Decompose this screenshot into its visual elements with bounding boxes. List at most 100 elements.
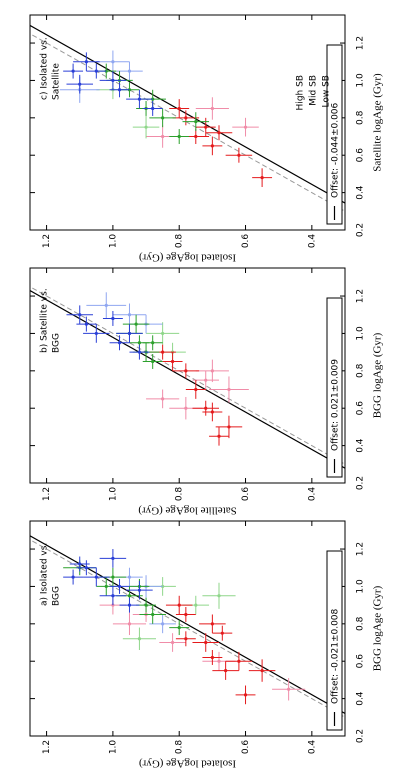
y-tick-label: 0.6 — [241, 487, 251, 502]
point — [137, 341, 142, 345]
point — [127, 313, 132, 317]
point — [204, 640, 208, 645]
point — [84, 60, 88, 64]
point — [184, 116, 188, 120]
x-tick-label: 0.8 — [356, 363, 366, 378]
point — [137, 637, 142, 641]
point — [227, 387, 231, 392]
point — [127, 603, 132, 607]
x-tick-label: 0.4 — [356, 691, 366, 706]
x-tick-label: 0.8 — [356, 110, 366, 125]
panel-annotation: a) Isolated vs. — [40, 543, 50, 606]
point — [134, 322, 138, 326]
y-tick-label: 1.0 — [108, 234, 118, 249]
y-tick-label: 0.8 — [175, 740, 185, 755]
x-tick-label: 0.6 — [356, 654, 366, 669]
point — [111, 316, 115, 321]
y-tick-label: 1.0 — [108, 740, 118, 755]
point — [94, 331, 98, 336]
point — [117, 584, 122, 589]
point — [94, 69, 98, 73]
frame — [29, 14, 346, 231]
point — [111, 603, 115, 607]
point — [151, 359, 155, 364]
y-axis-label: Satellite logAge (Gyr) — [138, 504, 237, 516]
point — [204, 406, 208, 410]
panel-annotation: b) Satellite vs. — [40, 288, 50, 353]
point — [161, 134, 165, 139]
point — [184, 637, 188, 641]
x-tick-label: 1.2 — [356, 289, 366, 303]
point — [210, 106, 214, 111]
point — [260, 668, 264, 673]
offset-line — [30, 535, 345, 715]
point — [210, 655, 214, 660]
y-tick-label: 0.4 — [307, 487, 317, 502]
point — [127, 69, 132, 73]
point — [217, 594, 221, 598]
plot-area — [30, 535, 345, 718]
x-axis-label: BGG logAge (Gyr) — [372, 585, 384, 671]
x-tick-label: 0.4 — [356, 185, 366, 200]
point — [78, 82, 82, 86]
point — [84, 322, 88, 326]
point — [161, 622, 165, 626]
point — [184, 406, 188, 410]
point — [111, 575, 115, 579]
y-tick-label: 1.2 — [42, 234, 52, 248]
point — [243, 693, 248, 697]
x-tick-label: 0.8 — [356, 616, 366, 631]
point — [78, 562, 82, 566]
panel: 0.2 0.4 0.6 0.8 1.0 1.2 0.4 0.6 0.8 1.0 1.2 BGG log… — [29, 267, 384, 516]
point — [177, 134, 181, 139]
point — [151, 106, 155, 111]
point — [71, 575, 75, 579]
point — [161, 116, 165, 120]
point — [137, 97, 142, 101]
frame — [29, 520, 346, 737]
point — [177, 603, 181, 607]
point — [210, 410, 214, 414]
offset-legend-label: Offset: -0.044±0.006 — [331, 102, 341, 198]
x-axis-label: Satellite logAge (Gyr) — [372, 73, 384, 172]
point — [111, 60, 115, 64]
point — [243, 125, 248, 129]
offset-legend-label: Offset: -0.021±0.008 — [331, 608, 341, 704]
y-tick-label: 0.6 — [241, 740, 251, 755]
plot-area — [30, 286, 345, 469]
point — [137, 350, 142, 354]
x-tick-label: 0.2 — [356, 476, 366, 490]
point — [220, 631, 224, 635]
point — [117, 88, 122, 92]
point — [78, 313, 82, 317]
point — [217, 131, 221, 135]
x-tick-label: 1.2 — [356, 36, 366, 50]
point — [137, 588, 142, 592]
point — [127, 622, 132, 626]
offset-legend-box — [326, 550, 343, 731]
legend-label: Low SB — [322, 75, 332, 107]
legend-label: Mid SB — [309, 75, 319, 106]
y-tick-label: 1.2 — [42, 740, 52, 754]
point — [161, 397, 165, 401]
point — [144, 125, 148, 129]
point — [210, 622, 214, 626]
y-tick-label: 1.0 — [108, 487, 118, 502]
point — [151, 612, 155, 617]
y-tick-label: 0.4 — [307, 740, 317, 755]
y-tick-label: 0.8 — [175, 234, 185, 249]
point — [84, 566, 88, 570]
point — [117, 341, 122, 345]
panel: 0.2 0.4 0.6 0.8 1.0 1.2 0.4 0.6 0.8 1.0 1.2 BGG log… — [29, 520, 384, 769]
x-tick-label: 1.2 — [356, 542, 366, 556]
point — [227, 425, 231, 429]
point — [184, 369, 188, 373]
point — [194, 603, 198, 607]
point — [170, 359, 175, 364]
point — [237, 659, 241, 663]
point — [111, 556, 115, 560]
panel: 0.2 0.4 0.6 0.8 1.0 1.2 0.4 0.6 0.8 1.0 1.2 Satelli… — [29, 14, 384, 263]
one-to-one-line — [30, 33, 345, 212]
